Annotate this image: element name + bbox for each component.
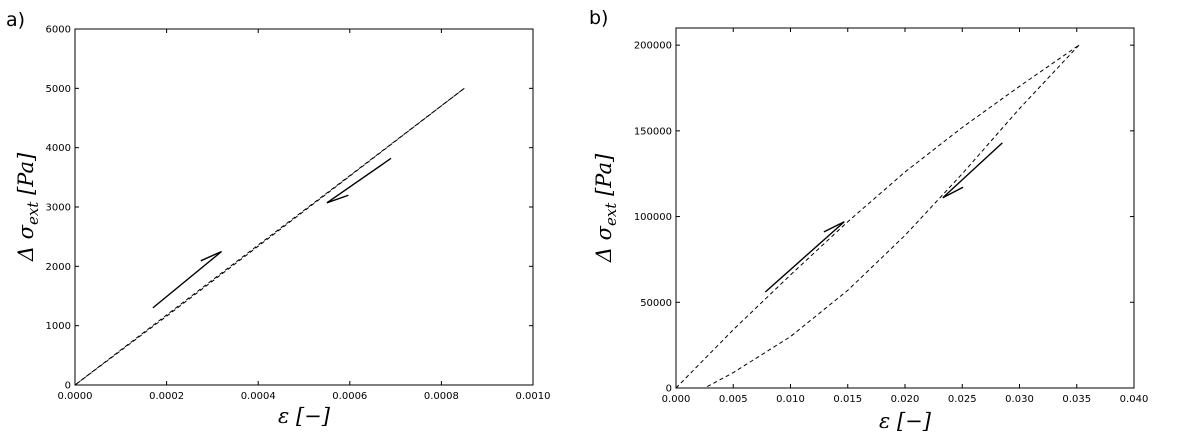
y-tick-label: 0 [65, 381, 71, 392]
x-tick-label: 0.005 [719, 394, 748, 405]
plot-frame [74, 28, 534, 386]
y-tick-label: 3000 [46, 203, 71, 214]
y-tick-label: 1000 [46, 321, 71, 332]
chart-panel-b: b) 0.000 0.005 0.010 0.015 0.020 0.025 0.030 0.0… [589, 7, 1148, 433]
x-tick-label: 0.015 [833, 394, 862, 405]
arrow-shaft [152, 250, 223, 309]
x-tick-label: 0.0000 [58, 391, 93, 402]
y-tick-label: 100000 [634, 212, 672, 223]
loading-arrow [764, 221, 845, 293]
arrow-head [823, 221, 845, 233]
x-tick-label: 0.025 [948, 394, 977, 405]
x-tick-label: 0.000 [662, 394, 691, 405]
y-axis-label: Δ σext [Pa] [592, 153, 620, 263]
y-tick-label: 50000 [640, 298, 672, 309]
y-tick-label: 4000 [46, 143, 71, 154]
y-tick-label: 6000 [46, 25, 71, 36]
x-tick-label: 0.0010 [516, 391, 551, 402]
x-tick-label: 0.030 [1005, 394, 1034, 405]
loading-arrow [152, 250, 223, 309]
x-tick-label: 0.035 [1062, 394, 1091, 405]
plot-frame [675, 27, 1135, 389]
arrow-shaft [326, 157, 392, 204]
series-line-2 [74, 87, 465, 386]
y-tick-label: 0 [666, 384, 672, 395]
y-tick-label: 2000 [46, 262, 71, 273]
x-tick-label: 0.010 [776, 394, 805, 405]
x-axis-label: ε [−] [879, 409, 932, 433]
x-tick-label: 0.040 [1120, 394, 1149, 405]
series-line-1 [675, 44, 1080, 389]
x-tick-label: 0.0006 [332, 391, 367, 402]
panel-label: b) [589, 7, 608, 29]
arrow-shaft [942, 142, 1003, 199]
y-tick-label: 150000 [634, 126, 672, 137]
chart-panel-a: a) 0.0000 0.0002 0.0004 0.0006 0.0008 0.0010 0 1… [6, 9, 551, 428]
arrow-head [200, 250, 222, 262]
arrow-head [942, 186, 964, 199]
x-tick-label: 0.0008 [424, 391, 459, 402]
x-tick-label: 0.0002 [149, 391, 184, 402]
y-tick-label: 200000 [634, 41, 672, 52]
unloading-arrow [326, 157, 392, 204]
arrow-shaft [764, 221, 845, 293]
panel-label: a) [6, 9, 25, 31]
arrow-head [326, 194, 349, 204]
x-tick-label: 0.020 [891, 394, 920, 405]
x-axis-label: ε [−] [278, 404, 331, 428]
series-line-1 [74, 87, 465, 386]
y-tick-label: 5000 [46, 84, 71, 95]
series-line-2 [704, 44, 1080, 389]
y-axis-label: Δ σext [Pa] [14, 152, 42, 262]
unloading-arrow [942, 142, 1003, 199]
x-tick-label: 0.0004 [241, 391, 276, 402]
